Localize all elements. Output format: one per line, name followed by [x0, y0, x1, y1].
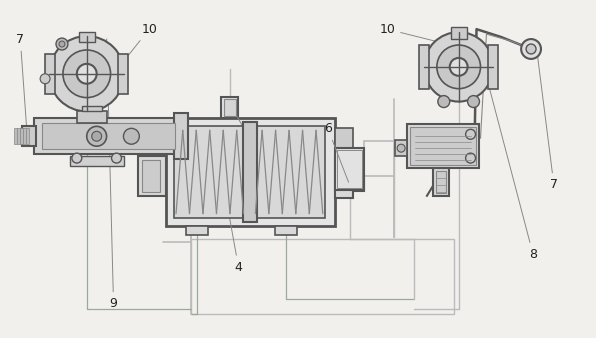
- Bar: [26, 128, 29, 144]
- Circle shape: [87, 126, 107, 146]
- Circle shape: [56, 38, 68, 50]
- Text: 8: 8: [487, 79, 537, 261]
- Bar: [70, 156, 125, 166]
- Bar: [353, 161, 364, 171]
- Bar: [17, 128, 20, 144]
- Bar: [419, 45, 429, 89]
- Bar: [82, 105, 102, 112]
- Circle shape: [123, 128, 139, 144]
- Circle shape: [465, 129, 476, 139]
- Bar: [166, 118, 335, 225]
- Bar: [191, 239, 454, 314]
- Bar: [174, 126, 246, 218]
- Bar: [79, 32, 95, 42]
- Bar: [335, 128, 353, 156]
- Text: 9: 9: [107, 39, 117, 310]
- Text: 7: 7: [16, 32, 27, 134]
- Bar: [410, 127, 476, 165]
- Circle shape: [59, 41, 65, 47]
- Bar: [353, 176, 364, 191]
- Bar: [407, 124, 479, 168]
- Bar: [243, 122, 257, 222]
- Bar: [186, 225, 208, 236]
- Bar: [451, 27, 467, 39]
- Bar: [253, 126, 325, 218]
- Circle shape: [63, 50, 110, 98]
- Circle shape: [468, 96, 480, 107]
- Circle shape: [424, 32, 493, 101]
- Bar: [77, 112, 107, 123]
- Bar: [22, 126, 36, 146]
- Circle shape: [111, 153, 122, 163]
- Bar: [20, 128, 23, 144]
- Circle shape: [397, 144, 405, 152]
- Text: 10: 10: [83, 23, 157, 111]
- Circle shape: [521, 39, 541, 59]
- Bar: [45, 54, 55, 94]
- Bar: [138, 156, 166, 196]
- Circle shape: [437, 45, 480, 89]
- Text: 6: 6: [324, 122, 349, 182]
- Circle shape: [77, 64, 97, 84]
- Bar: [335, 156, 353, 198]
- Bar: [433, 168, 449, 196]
- Bar: [34, 118, 179, 154]
- Text: 7: 7: [536, 47, 558, 191]
- Circle shape: [465, 153, 476, 163]
- Circle shape: [40, 74, 50, 84]
- Bar: [395, 140, 407, 156]
- Bar: [42, 123, 175, 149]
- Circle shape: [49, 36, 125, 112]
- Bar: [142, 160, 160, 192]
- Bar: [174, 114, 188, 159]
- Circle shape: [92, 131, 102, 141]
- Bar: [436, 171, 446, 193]
- Bar: [224, 99, 235, 116]
- Text: 10: 10: [379, 23, 440, 42]
- Circle shape: [438, 96, 450, 107]
- Bar: [119, 54, 128, 94]
- Bar: [275, 225, 297, 236]
- Bar: [337, 150, 362, 188]
- Bar: [489, 45, 498, 89]
- Bar: [335, 148, 364, 190]
- Bar: [23, 128, 26, 144]
- Text: 5: 5: [231, 106, 259, 155]
- Bar: [14, 128, 17, 144]
- Circle shape: [450, 58, 468, 76]
- Circle shape: [72, 153, 82, 163]
- Circle shape: [526, 44, 536, 54]
- Text: 4: 4: [226, 198, 243, 274]
- Bar: [221, 97, 238, 118]
